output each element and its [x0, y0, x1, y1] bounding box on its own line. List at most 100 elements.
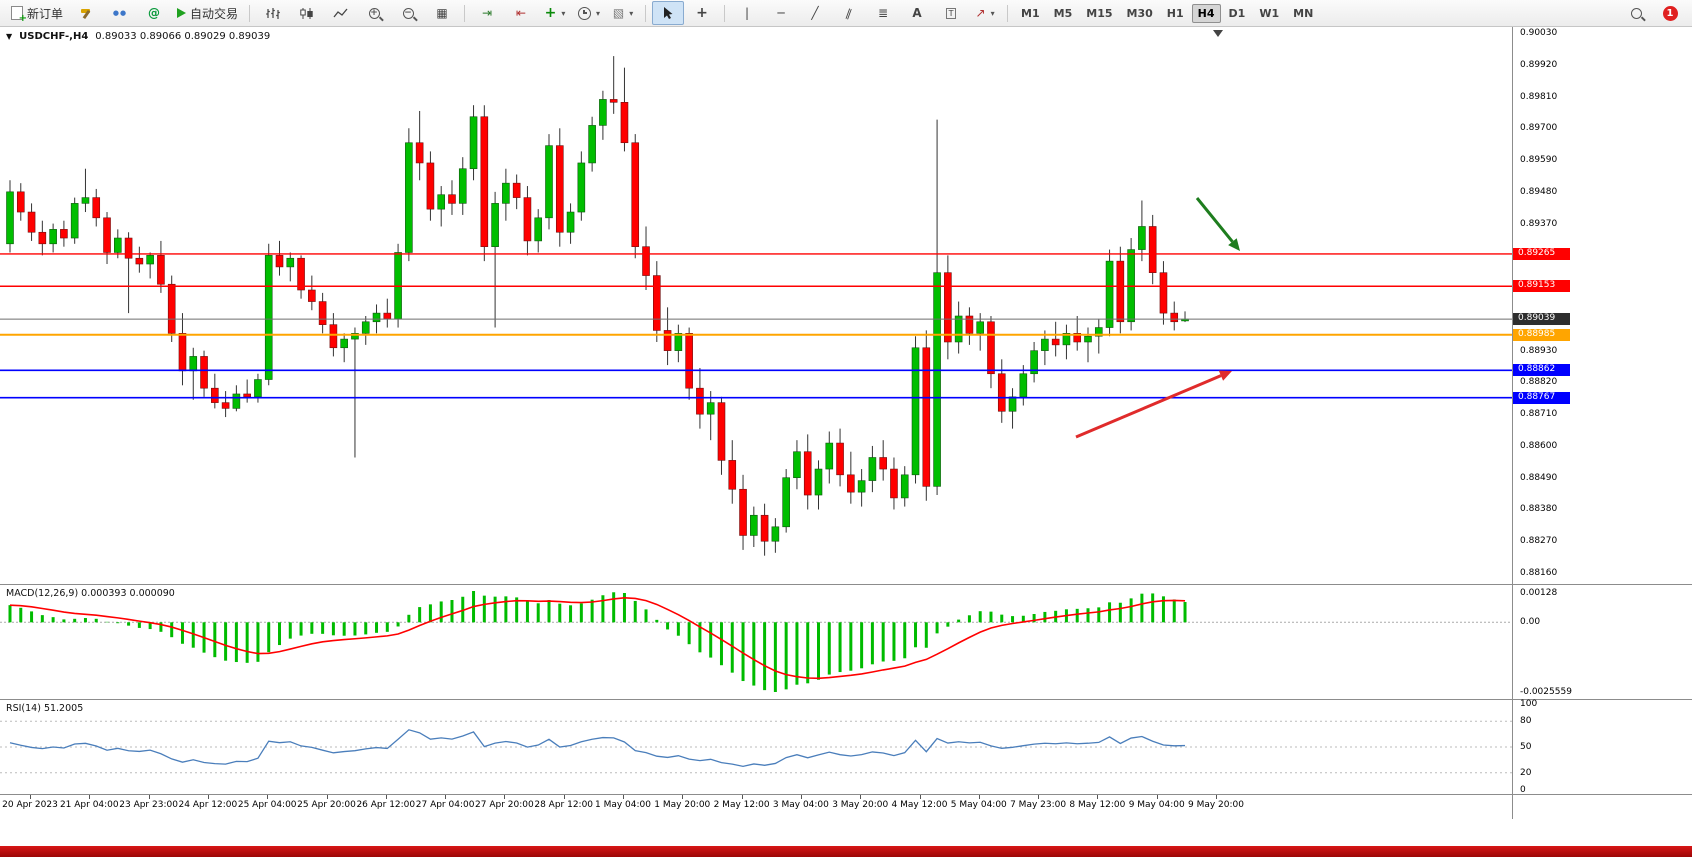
new-order-button[interactable]: 新订单	[6, 1, 68, 25]
autoscroll-button[interactable]: ⇥	[471, 1, 503, 25]
timeframe-m5-button[interactable]: M5	[1053, 6, 1073, 20]
line-chart-button[interactable]	[324, 1, 356, 25]
time-axis-label: 27 Apr 20:00	[475, 800, 534, 810]
macd-indicator-panel[interactable]: MACD(12,26,9) 0.000393 0.000090	[0, 585, 1692, 700]
price-axis-tick: 0.88490	[1520, 472, 1558, 483]
macd-canvas[interactable]	[0, 585, 1512, 700]
rsi-axis-tick: 20	[1520, 767, 1532, 778]
time-axis-tick	[919, 795, 921, 799]
trend-arrow-annotation[interactable]	[1075, 374, 1222, 439]
text-label-tool-button[interactable]: T	[935, 1, 967, 25]
trend-arrow-annotation[interactable]	[1195, 197, 1234, 243]
timeframe-m1-button[interactable]: M1	[1021, 6, 1040, 20]
price-axis[interactable]: 0.90030 0.89920 0.89810 0.89700 0.89590 0.894…	[1513, 0, 1692, 830]
rsi-indicator-panel[interactable]: RSI(14) 51.2005	[0, 700, 1692, 795]
notification-badge: 1	[1662, 5, 1678, 21]
bar-chart-button[interactable]	[256, 1, 288, 25]
tile-windows-button[interactable]: ▦	[426, 1, 458, 25]
candlestick-chart-button[interactable]	[290, 1, 322, 25]
chart-shift-button[interactable]: ⇤	[505, 1, 537, 25]
template-icon: ▧	[612, 6, 625, 20]
timeframe-mn-button[interactable]: MN	[1293, 6, 1314, 20]
main-chart-canvas[interactable]	[0, 27, 1512, 585]
timeframe-h1-button[interactable]: H1	[1166, 6, 1184, 20]
trendline-tool-button[interactable]: ╱	[799, 1, 831, 25]
candlesticks	[6, 56, 1189, 556]
notifications-button[interactable]: 1	[1654, 1, 1686, 25]
macd-signal-line	[9, 596, 1186, 680]
timeframe-m30-button[interactable]: M30	[1126, 6, 1153, 20]
crosshair-icon: +	[696, 5, 708, 21]
timeframe-w1-button[interactable]: W1	[1259, 6, 1280, 20]
macd-histogram	[8, 591, 1187, 692]
timeframe-h4-button[interactable]: H4	[1191, 3, 1221, 23]
vertical-line-tool-button[interactable]: |	[731, 1, 763, 25]
main-chart-panel[interactable]: ▼ USDCHF-,H4 0.89033 0.89066 0.89029 0.8…	[0, 27, 1692, 585]
autotrading-label: 自动交易	[190, 6, 239, 21]
rsi-label: RSI(14) 51.2005	[6, 703, 84, 714]
indicators-button[interactable]: + ▾	[539, 1, 571, 25]
time-axis-tick	[682, 795, 684, 799]
zoom-in-icon: +	[368, 7, 380, 19]
equidistant-channel-icon: ∥	[844, 5, 854, 21]
trend-arrow-annotation-head[interactable]	[1228, 238, 1240, 251]
time-axis-tick	[504, 795, 506, 799]
hammer-icon	[80, 7, 93, 20]
time-axis-tick	[326, 795, 328, 799]
search-button[interactable]	[1620, 1, 1652, 25]
profiles-button[interactable]: ●●	[104, 1, 136, 25]
price-level-tag: 0.88985	[1513, 328, 1570, 341]
zoom-out-button[interactable]: −	[392, 1, 424, 25]
new-order-label: 新订单	[27, 6, 64, 21]
trend-arrow-annotation-head[interactable]	[1218, 370, 1232, 381]
time-axis-tick	[30, 795, 31, 799]
price-axis-tick: 0.88270	[1520, 536, 1558, 547]
search-icon	[1630, 7, 1642, 19]
time-axis-label: 23 Apr 23:00	[119, 800, 178, 810]
rsi-canvas[interactable]	[0, 700, 1512, 795]
time-axis-label: 4 May 12:00	[891, 800, 948, 810]
timeframe-m15-button[interactable]: M15	[1086, 6, 1113, 20]
channel-tool-button[interactable]: ∥	[833, 1, 865, 25]
time-axis-tick	[623, 795, 624, 799]
horizontal-line-tool-button[interactable]: ─	[765, 1, 797, 25]
periods-button[interactable]: ▾	[573, 1, 605, 25]
hammer-button[interactable]	[70, 1, 102, 25]
timeframe-group: M1 M5 M15 M30 H1 H4 D1 W1 MN	[1014, 3, 1320, 23]
price-axis-tick: 0.89810	[1520, 91, 1558, 102]
time-axis-label: 9 May 20:00	[1188, 800, 1244, 810]
price-level-tag: 0.88767	[1513, 391, 1570, 404]
ohlc-values: 0.89033 0.89066 0.89029 0.89039	[95, 31, 271, 42]
rsi-axis-tick: 0	[1520, 785, 1526, 795]
new-order-icon	[11, 6, 27, 24]
text-tool-button[interactable]: A	[901, 1, 933, 25]
cursor-button[interactable]	[652, 1, 685, 25]
time-axis-label: 8 May 12:00	[1069, 800, 1126, 810]
trendline-icon: ╱	[811, 6, 819, 20]
tile-windows-icon: ▦	[436, 6, 448, 20]
price-level-tag: 0.88862	[1513, 364, 1570, 377]
chart-shift-marker[interactable]	[1213, 30, 1223, 37]
zoom-in-button[interactable]: +	[358, 1, 390, 25]
price-axis-tick: 0.90030	[1520, 28, 1558, 38]
crosshair-button[interactable]: +	[686, 1, 718, 25]
community-button[interactable]: @	[138, 1, 170, 25]
time-axis-tick	[978, 795, 980, 799]
toolbar-separator	[724, 4, 726, 22]
one-click-toggle-icon[interactable]: ▼	[6, 32, 13, 41]
timeframe-d1-button[interactable]: D1	[1228, 6, 1246, 20]
current-price-tag: 0.89039	[1513, 313, 1570, 326]
fibonacci-icon: ≣	[878, 6, 889, 20]
toolbar-separator	[464, 4, 466, 22]
macd-axis-tick: 0.00128	[1520, 588, 1558, 598]
candlestick-chart-icon	[299, 7, 313, 19]
time-axis[interactable]: 20 Apr 2023 21 Apr 04:00 23 Apr 23:00 24 Ap…	[0, 795, 1512, 819]
autotrading-button[interactable]: 自动交易	[172, 1, 243, 25]
time-axis-label: 24 Apr 12:00	[178, 800, 238, 810]
profiles-icon: ●●	[112, 9, 128, 17]
arrows-tool-button[interactable]: ↗ ▾	[969, 1, 1001, 25]
templates-button[interactable]: ▧ ▾	[607, 1, 639, 25]
clock-icon	[578, 6, 592, 20]
fibonacci-tool-button[interactable]: ≣	[867, 1, 899, 25]
